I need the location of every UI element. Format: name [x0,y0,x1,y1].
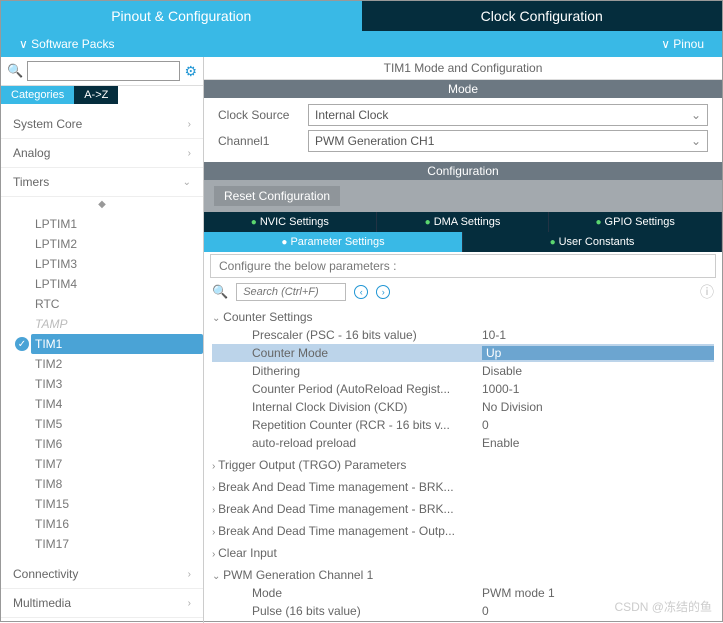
cat-analog[interactable]: Analog› [1,139,203,168]
timer-lptim1[interactable]: LPTIM1 [31,214,203,234]
check-icon: ● [596,217,602,228]
param-name: Mode [252,586,482,600]
param-value[interactable]: 0 [482,418,489,432]
param-row[interactable]: Counter ModeUp [212,344,714,362]
chevron-down-icon: ⌄ [183,177,191,188]
cat-system-core[interactable]: System Core› [1,110,203,139]
tab-nvic[interactable]: ●NVIC Settings [204,212,377,232]
next-match-icon[interactable]: › [376,285,390,299]
tab-categories[interactable]: Categories [1,86,74,104]
cat-timers[interactable]: Timers⌄ [1,168,203,197]
group-header[interactable]: Clear Input [212,544,714,562]
chevron-right-icon: › [188,569,191,580]
timer-tim17[interactable]: TIM17 [31,534,203,554]
tab-clock[interactable]: Clock Configuration [362,1,723,31]
param-value[interactable]: Up [482,346,714,360]
param-row[interactable]: auto-reload preloadEnable [212,434,714,452]
param-name: Dithering [252,364,482,378]
timer-tim7[interactable]: TIM7 [31,454,203,474]
param-name: auto-reload preload [252,436,482,450]
gear-icon[interactable]: ⚙ [184,63,197,80]
param-value[interactable]: PWM mode 1 [482,586,555,600]
timer-lptim4[interactable]: LPTIM4 [31,274,203,294]
cat-security[interactable]: Security› [1,618,203,623]
param-value[interactable]: 1000-1 [482,382,519,396]
timer-tim8[interactable]: TIM8 [31,474,203,494]
clock-source-select[interactable]: Internal Clock [308,104,708,126]
group-header[interactable]: Break And Dead Time management - Outp... [212,522,714,540]
timer-tim6[interactable]: TIM6 [31,434,203,454]
param-value[interactable]: Disable [482,364,522,378]
reset-config-button[interactable]: Reset Configuration [214,186,340,206]
group-header[interactable]: PWM Generation Channel 1 [212,566,714,584]
param-name: Prescaler (PSC - 16 bits value) [252,328,482,342]
param-row[interactable]: DitheringDisable [212,362,714,380]
tab-gpio[interactable]: ●GPIO Settings [549,212,722,232]
param-row[interactable]: Internal Clock Division (CKD)No Division [212,398,714,416]
chevron-right-icon: › [188,148,191,159]
peripheral-search-input[interactable] [27,61,180,81]
param-row[interactable]: Counter Period (AutoReload Regist...1000… [212,380,714,398]
prev-match-icon[interactable]: ‹ [354,285,368,299]
param-value[interactable]: 0 [482,604,489,618]
timer-tim2[interactable]: TIM2 [31,354,203,374]
chevron-right-icon: › [188,119,191,130]
panel-title: TIM1 Mode and Configuration [204,57,722,80]
param-value[interactable]: Enable [482,436,519,450]
timer-rtc[interactable]: RTC [31,294,203,314]
group-header[interactable]: Trigger Output (TRGO) Parameters [212,456,714,474]
param-row[interactable]: Repetition Counter (RCR - 16 bits v...0 [212,416,714,434]
watermark: CSDN @冻结的鱼 [614,598,712,615]
timer-tim5[interactable]: TIM5 [31,414,203,434]
param-search-input[interactable] [236,283,346,301]
timer-tim3[interactable]: TIM3 [31,374,203,394]
subbar-pinout[interactable]: ∨ Pinou [643,37,722,51]
param-name: Counter Mode [252,346,482,360]
group-header[interactable]: Counter Settings [212,308,714,326]
timer-tim15[interactable]: TIM15 [31,494,203,514]
check-icon: ● [281,237,287,248]
tab-dma[interactable]: ●DMA Settings [377,212,550,232]
param-name: Internal Clock Division (CKD) [252,400,482,414]
search-icon: 🔍 [7,63,23,79]
timer-tim16[interactable]: TIM16 [31,514,203,534]
group-header[interactable]: Break And Dead Time management - BRK... [212,500,714,518]
clock-source-label: Clock Source [218,108,308,122]
timer-tim4[interactable]: TIM4 [31,394,203,414]
config-panel: TIM1 Mode and Configuration Mode Clock S… [204,57,722,623]
left-panel: 🔍 ⚙ Categories A->Z System Core› Analog›… [1,57,204,623]
category-tree: System Core› Analog› Timers⌄ ◆ LPTIM1LPT… [1,104,203,623]
search-icon: 🔍 [212,284,228,300]
mode-header: Mode [204,80,722,98]
param-value[interactable]: No Division [482,400,543,414]
param-row[interactable]: Prescaler (PSC - 16 bits value)10-1 [212,326,714,344]
group-header[interactable]: Break And Dead Time management - BRK... [212,478,714,496]
channel1-label: Channel1 [218,134,308,148]
param-name: Pulse (16 bits value) [252,604,482,618]
timer-tim1[interactable]: TIM1 [31,334,203,354]
cat-connectivity[interactable]: Connectivity› [1,560,203,589]
check-icon: ● [251,217,257,228]
sort-icon[interactable]: ◆ [1,197,203,212]
param-name: Counter Period (AutoReload Regist... [252,382,482,396]
timer-tamp[interactable]: TAMP [31,314,203,334]
tab-parameter[interactable]: ●Parameter Settings [204,232,463,252]
chevron-right-icon: › [188,598,191,609]
tab-user-constants[interactable]: ●User Constants [463,232,722,252]
subbar-software-packs[interactable]: ∨ Software Packs [1,37,643,51]
param-value[interactable]: 10-1 [482,328,506,342]
config-hint: Configure the below parameters : [210,254,716,278]
param-name: Repetition Counter (RCR - 16 bits v... [252,418,482,432]
channel1-select[interactable]: PWM Generation CH1 [308,130,708,152]
check-icon: ● [550,237,556,248]
config-header: Configuration [204,162,722,180]
info-icon[interactable]: ⓘ [700,282,714,302]
cat-multimedia[interactable]: Multimedia› [1,589,203,618]
timer-lptim2[interactable]: LPTIM2 [31,234,203,254]
tab-pinout[interactable]: Pinout & Configuration [1,1,362,31]
tab-az[interactable]: A->Z [74,86,118,104]
check-icon: ● [425,217,431,228]
timer-lptim3[interactable]: LPTIM3 [31,254,203,274]
